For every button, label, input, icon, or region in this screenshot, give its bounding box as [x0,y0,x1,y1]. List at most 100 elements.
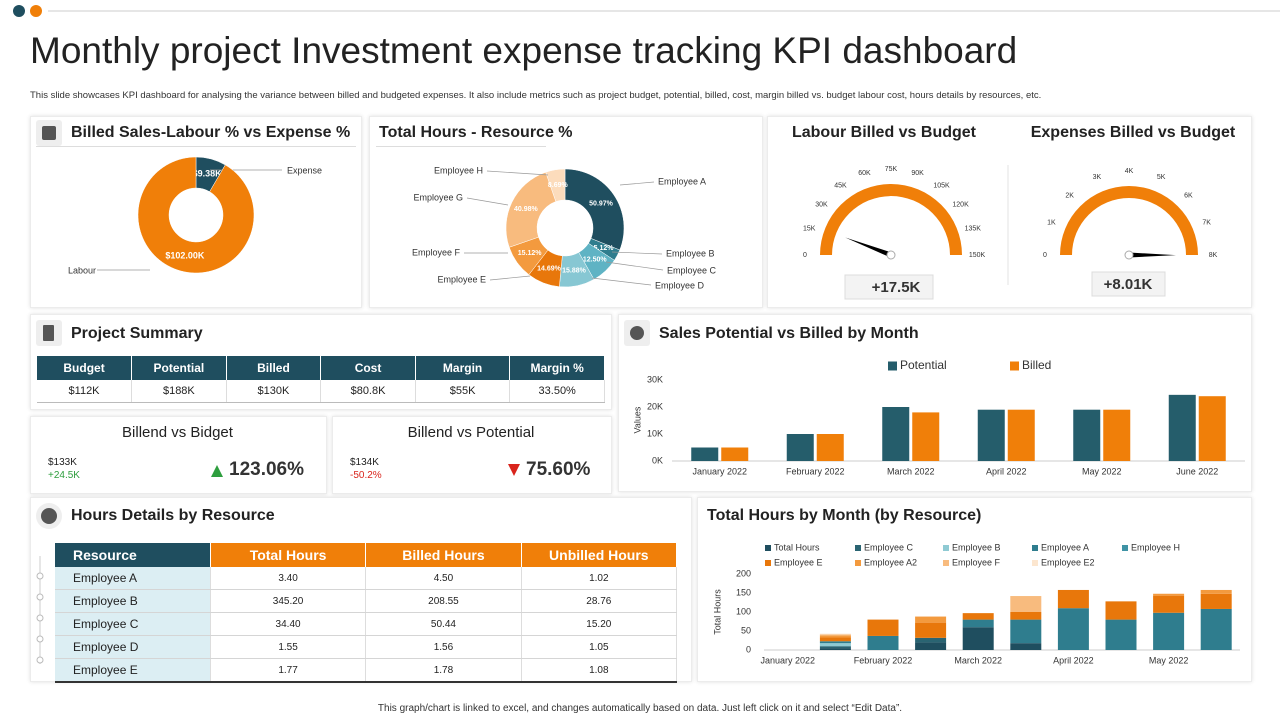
cell: $130K [226,380,322,403]
chart-title: Sales Potential vs Billed by Month [659,325,919,342]
category-label: Employee H [434,165,483,175]
chart-title: Labour Billed vs Budget [792,124,977,141]
value-label: +17.5K [872,279,921,296]
bar [1007,409,1035,461]
legend-swatch [1122,545,1128,551]
leader-line [619,181,655,186]
tick-label: 0 [803,252,807,259]
header-row: Resource Total Hours Billed Hours Unbilled … [55,543,678,567]
bar-segment [915,622,947,638]
bar [1103,409,1131,461]
column-header: Margin [415,356,511,380]
hours-table: Resource Total Hours Billed Hours Unbilled … [55,543,678,683]
bar [721,447,749,461]
bar-segment [962,613,994,620]
chart-title: Total Hours - Resource % [379,124,573,141]
legend-swatch [1032,545,1038,551]
tick-label: 3K [1093,174,1102,181]
tick-label: 2K [1065,192,1074,199]
bar [1168,394,1196,461]
needle [845,237,892,258]
legend-swatch [943,545,949,551]
bar-segment [819,646,851,649]
tick-label: 135K [965,225,982,232]
slice [505,171,557,248]
category-label: Employee D [655,280,705,290]
cell: 34.40 [210,612,367,636]
x-tick-label: April 2022 [1053,655,1094,665]
footer: This graph/chart is linked to excel, and… [377,703,903,714]
x-tick-label: April 2022 [986,466,1027,476]
bar-segment [819,635,851,638]
bar-segment [1153,612,1185,650]
column-header: Unbilled Hours [521,543,678,567]
cell: Employee A [55,567,211,590]
dot [13,5,25,17]
category-label: Labour [68,265,96,275]
legend-label: Employee A [1041,542,1089,552]
bar [912,412,940,461]
panel [697,497,1252,682]
data-label: 12.50% [583,257,608,264]
kpi-amount: $134K [350,457,379,468]
cell: Employee D [55,635,211,659]
x-tick-label: February 2022 [786,466,845,476]
y-tick-label: 30K [647,374,663,384]
tick-label: 5K [1157,174,1166,181]
column-header: Billed [226,356,322,380]
bar-segment [1105,601,1137,620]
cell: 1.56 [365,635,522,659]
category-label: Employee F [412,247,461,257]
legend-swatch [1010,361,1019,371]
legend-swatch [765,560,771,566]
legend-label: Employee H [1131,542,1180,552]
cell: $80.8K [320,380,416,403]
bar-segment [819,633,851,635]
panel [618,314,1252,492]
bar-segment [1010,643,1042,650]
bar [882,407,910,461]
bar [977,409,1005,461]
column-header: Billed Hours [365,543,522,567]
bar-segment [819,634,851,636]
legend-label: Employee E2 [1041,557,1095,567]
bar-segment [867,635,899,650]
x-tick-label: March 2022 [887,466,935,476]
kpi-ratio: 75.60% [526,459,591,480]
legend-label: Employee A2 [864,557,917,567]
title: Monthly project Investment expense track… [30,30,1018,71]
y-tick-label: 200 [736,568,751,578]
bar-segment [962,619,994,628]
value-label: +8.01K [1104,276,1153,293]
cell: 1.55 [210,635,367,659]
header-row: Budget Potential Billed Cost Margin Margin % [37,356,605,380]
y-tick-label: 50 [741,625,751,635]
column-header: Potential [131,356,227,380]
tick-label: 120K [952,201,969,208]
row: Employee C 34.40 50.44 15.20 [55,612,678,636]
bar-segment [819,648,851,650]
tick-label: 90K [911,170,924,177]
leader-line [466,197,509,206]
legend-label: Employee B [952,542,1001,552]
tick-label: 15K [803,225,816,232]
tick-label: 8K [1209,252,1218,259]
cell: $188K [131,380,227,403]
y-tick-label: 0K [652,455,663,465]
y-tick-label: 20K [647,401,663,411]
cell: $55K [415,380,511,403]
legend-swatch [855,560,861,566]
legend-swatch [1032,560,1038,566]
gauge-band [1060,186,1198,255]
kpi-change: +24.5K [48,470,80,481]
x-tick-label: March 2022 [954,655,1002,665]
bar-segment [1057,589,1089,609]
bar-segment [1010,612,1042,620]
y-tick-label: 100 [736,606,751,616]
bar-segment [1200,608,1232,650]
cell: 345.20 [210,589,367,613]
y-tick-label: 150 [736,587,751,597]
cell: 28.76 [521,589,678,613]
kpi-amount: $133K [48,457,77,468]
row: $112K $188K $130K $80.8K $55K 33.50% [37,380,605,403]
